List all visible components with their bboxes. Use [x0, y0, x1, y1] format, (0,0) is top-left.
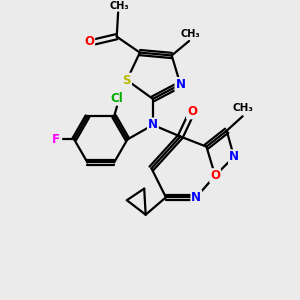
Text: O: O — [210, 169, 220, 182]
Text: CH₃: CH₃ — [181, 29, 200, 39]
Text: S: S — [123, 74, 131, 87]
Text: Cl: Cl — [111, 92, 123, 105]
Text: N: N — [148, 118, 158, 131]
Text: N: N — [191, 191, 201, 204]
Text: N: N — [176, 78, 185, 91]
Text: O: O — [187, 105, 197, 119]
Text: N: N — [229, 150, 239, 163]
Text: CH₃: CH₃ — [110, 1, 129, 11]
Text: F: F — [52, 133, 60, 146]
Text: CH₃: CH₃ — [232, 103, 253, 113]
Text: O: O — [84, 34, 94, 47]
